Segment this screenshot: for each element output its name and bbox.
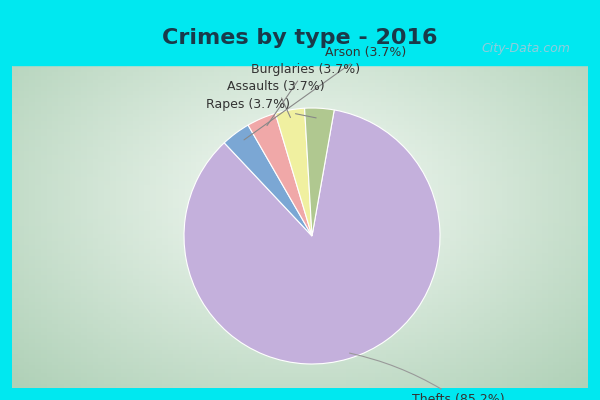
Bar <box>12 12 588 65</box>
Text: City-Data.com: City-Data.com <box>482 42 571 55</box>
Text: Thefts (85.2%): Thefts (85.2%) <box>350 353 505 400</box>
Wedge shape <box>224 125 312 236</box>
Wedge shape <box>275 108 312 236</box>
Wedge shape <box>248 113 312 236</box>
Text: Burglaries (3.7%): Burglaries (3.7%) <box>251 63 360 126</box>
Text: Crimes by type - 2016: Crimes by type - 2016 <box>162 28 438 48</box>
Text: Rapes (3.7%): Rapes (3.7%) <box>206 98 316 118</box>
Wedge shape <box>184 110 440 364</box>
Text: Arson (3.7%): Arson (3.7%) <box>244 46 406 140</box>
Wedge shape <box>305 108 334 236</box>
Text: Assaults (3.7%): Assaults (3.7%) <box>227 80 325 118</box>
